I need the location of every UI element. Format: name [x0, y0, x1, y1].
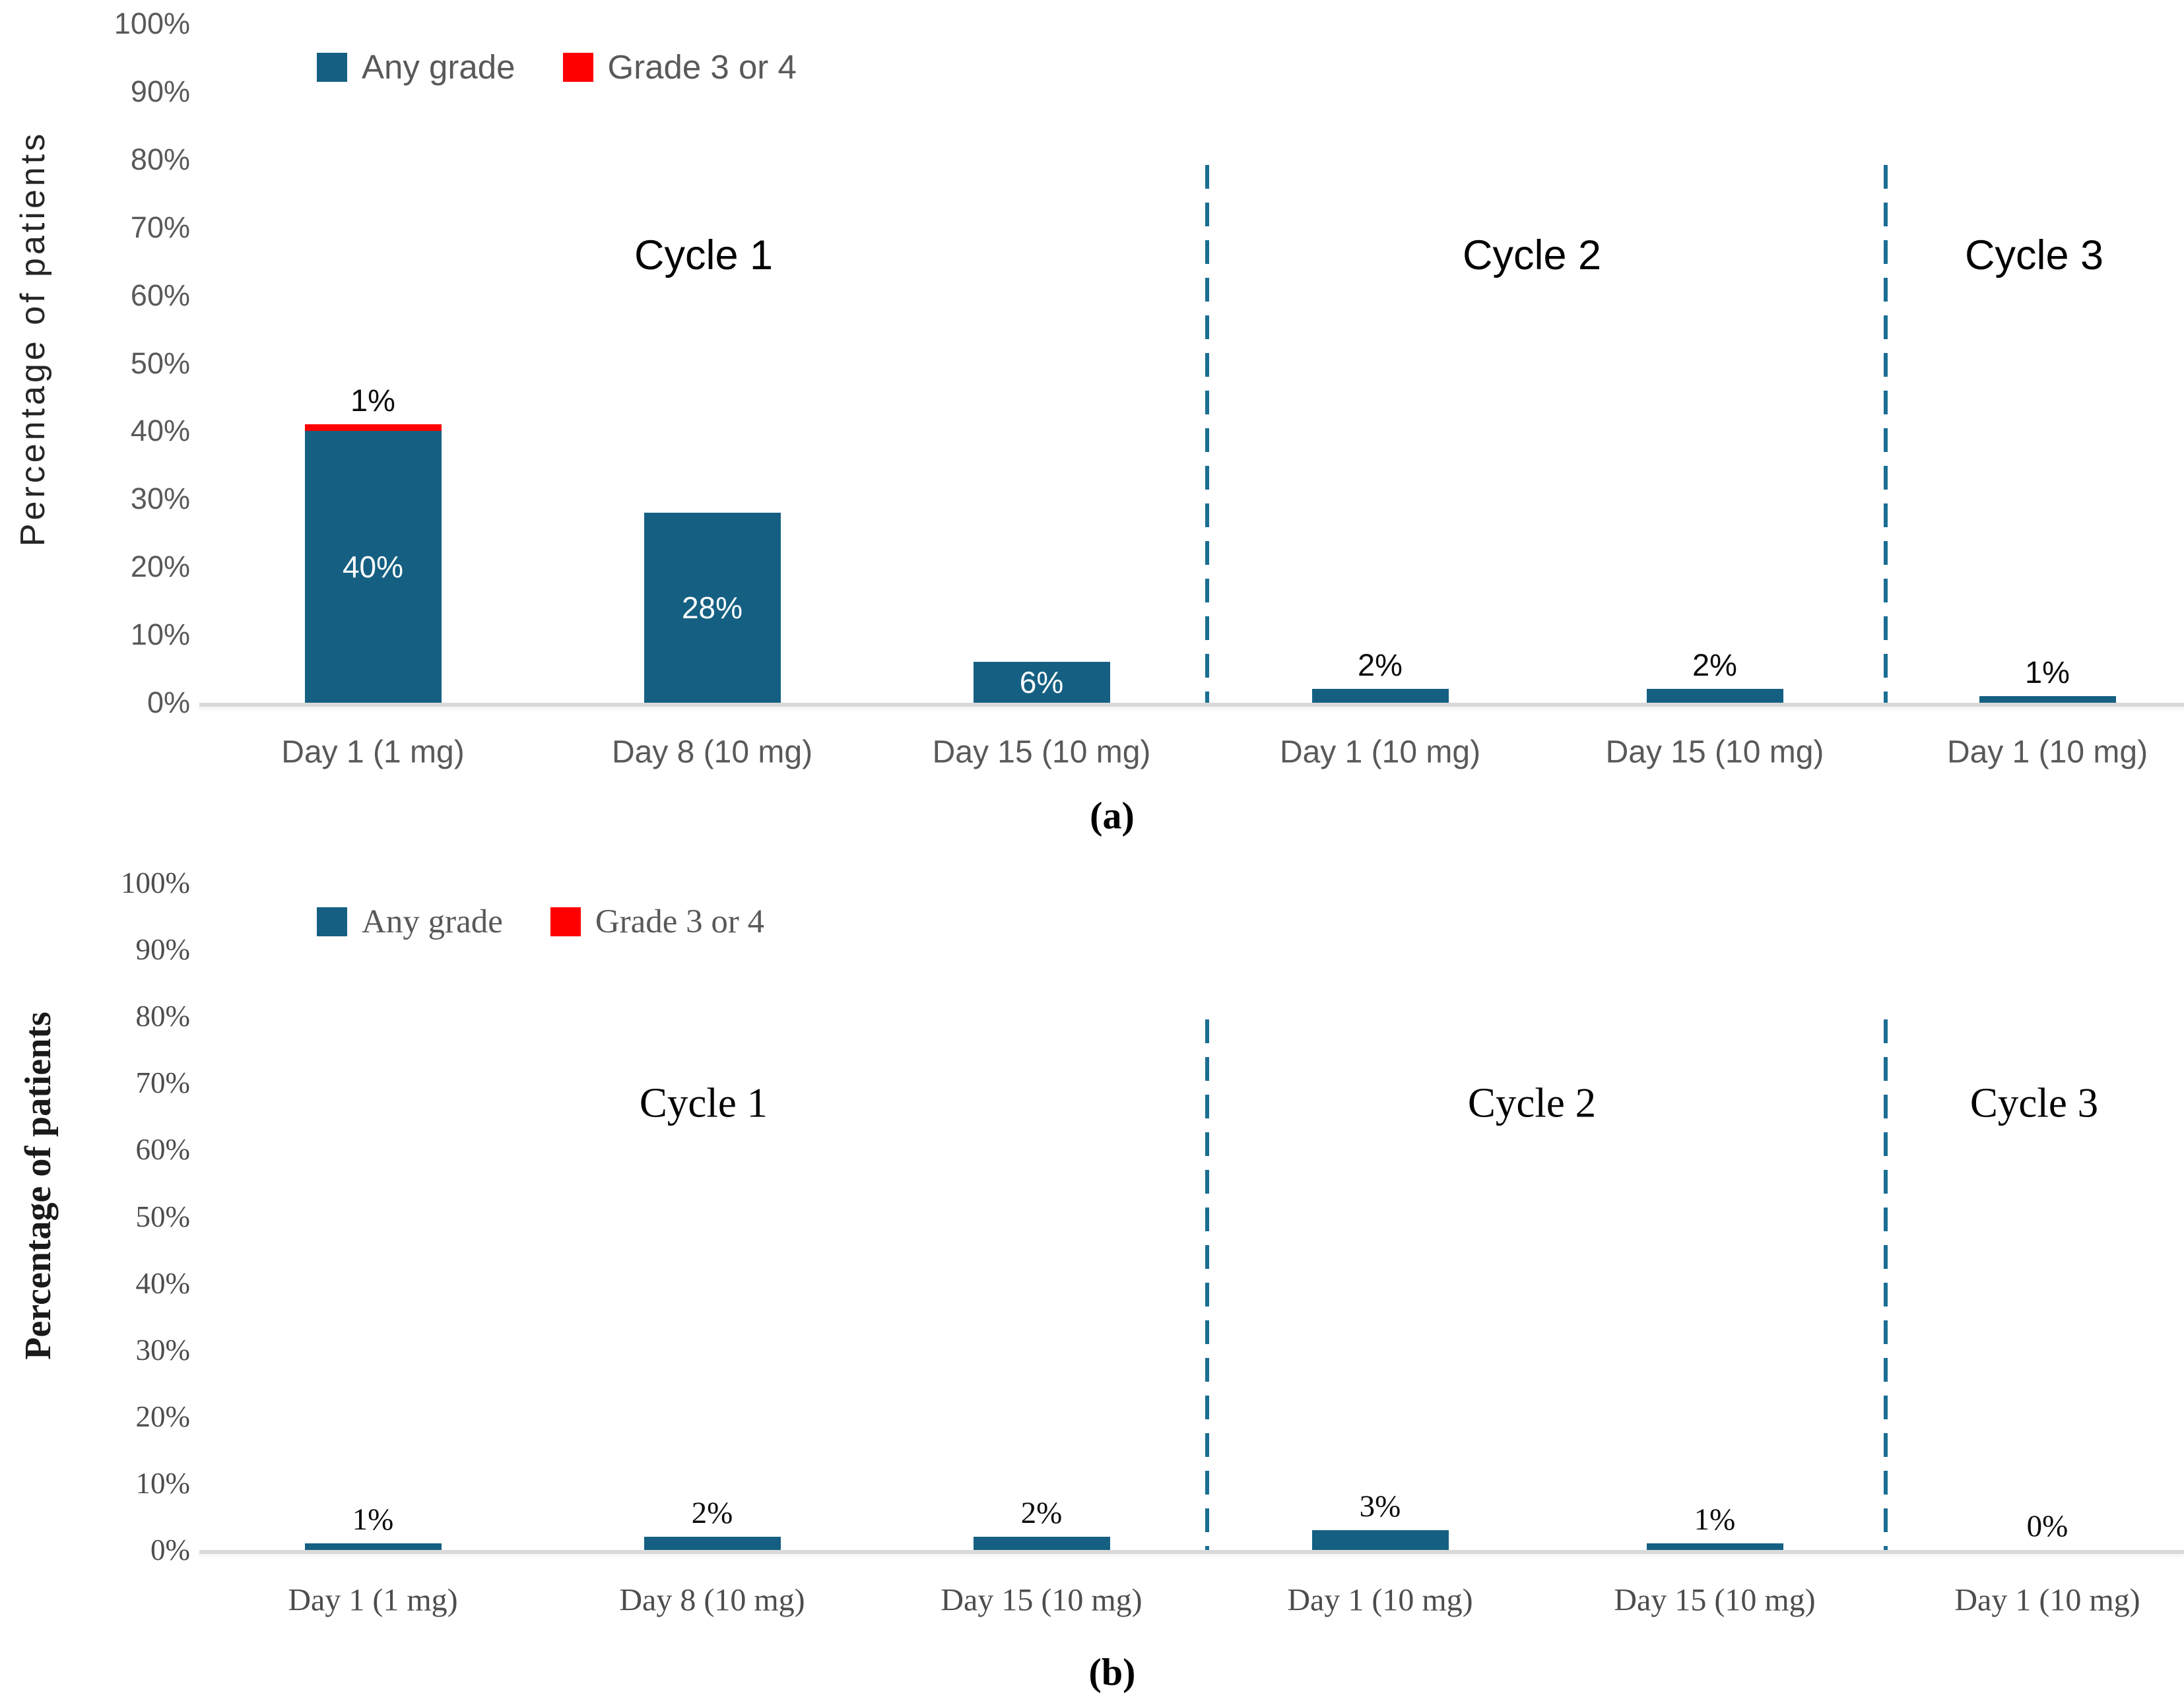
bar-any-grade — [1311, 1530, 1449, 1550]
cycle-title: Cycle 2 — [1462, 232, 1602, 278]
legend-label-any-grade: Any grade — [362, 903, 503, 940]
x-axis-baseline — [199, 703, 2184, 707]
bar-value-label: 1% — [352, 1502, 394, 1537]
legend-label-any-grade: Any grade — [362, 48, 515, 86]
bar-value-label: 2% — [1020, 1496, 1063, 1530]
cycle-title: Cycle 1 — [639, 1079, 768, 1126]
y-tick-label: 70% — [130, 210, 190, 244]
bar-any-grade — [973, 1537, 1110, 1550]
y-tick-label: 30% — [135, 1333, 191, 1367]
bar-value-label: 6% — [1019, 665, 1064, 699]
legend-label-grade-3-4: Grade 3 or 4 — [607, 48, 797, 86]
y-tick-label: 0% — [150, 1533, 190, 1566]
y-tick-label: 70% — [135, 1066, 191, 1100]
legend-item-grade-3-4: Grade 3 or 4 — [562, 48, 797, 86]
bar-value-label: 1% — [1694, 1502, 1736, 1537]
legend-item-any-grade: Any grade — [317, 903, 503, 941]
x-category-label: Day 15 (10 mg) — [1614, 1582, 1816, 1618]
legend: Any grade Grade 3 or 4 — [317, 48, 797, 86]
legend-label-grade-3-4: Grade 3 or 4 — [595, 903, 765, 940]
y-tick-label: 40% — [130, 414, 190, 448]
x-category-label: Day 15 (10 mg) — [941, 1582, 1142, 1618]
bar-any-grade — [644, 1537, 781, 1550]
y-tick-label: 80% — [135, 1000, 191, 1033]
y-tick-label: 100% — [114, 7, 190, 40]
y-tick-label: 50% — [135, 1200, 191, 1233]
x-category-label: Day 1 (1 mg) — [281, 734, 465, 770]
y-tick-label: 60% — [130, 278, 190, 312]
legend: Any grade Grade 3 or 4 — [317, 903, 764, 941]
x-category-label: Day 1 (10 mg) — [1954, 1582, 2140, 1618]
bar-value-label: 1% — [2025, 655, 2070, 690]
bar-any-grade — [1979, 696, 2116, 703]
cycle-separator — [1205, 165, 1209, 703]
x-category-label: Day 15 (10 mg) — [1605, 734, 1824, 770]
bar-value-label: 2% — [691, 1496, 733, 1530]
y-tick-label: 20% — [135, 1400, 191, 1433]
y-tick-label: 10% — [130, 618, 190, 652]
panel-caption: (a) — [1090, 794, 1135, 837]
legend-swatch-any-grade-icon — [317, 52, 347, 82]
legend-item-any-grade: Any grade — [317, 48, 515, 86]
bar-any-grade — [1646, 1543, 1783, 1550]
y-tick-label: 90% — [130, 74, 190, 108]
bar-value-label: 1% — [350, 383, 395, 418]
cycle-title: Cycle 3 — [1964, 232, 2104, 278]
cycle-title: Cycle 1 — [634, 232, 774, 278]
y-tick-label: 100% — [121, 866, 190, 899]
x-category-label: Day 1 (1 mg) — [288, 1582, 458, 1618]
x-category-label: Day 1 (10 mg) — [1946, 734, 2148, 770]
x-axis-baseline — [199, 1550, 2184, 1554]
x-category-label: Day 8 (10 mg) — [611, 734, 813, 770]
bar-any-grade — [304, 1543, 442, 1550]
y-tick-label: 80% — [130, 142, 190, 176]
x-category-label: Day 8 (10 mg) — [619, 1582, 805, 1618]
panel-a: Percentage of patients Any grade Grade 3… — [0, 0, 2184, 851]
panel-caption: (b) — [1088, 1650, 1136, 1694]
y-tick-label: 10% — [135, 1466, 191, 1500]
legend-item-grade-3-4: Grade 3 or 4 — [550, 903, 764, 941]
y-tick-label: 90% — [135, 933, 191, 967]
cycle-title: Cycle 2 — [1467, 1079, 1597, 1126]
y-tick-label: 30% — [130, 482, 190, 516]
x-category-label: Day 15 (10 mg) — [932, 734, 1151, 770]
cycle-title: Cycle 3 — [1969, 1079, 2099, 1126]
bar-value-label: 3% — [1359, 1489, 1401, 1524]
bar-value-label: 2% — [1358, 647, 1403, 682]
bar-any-grade — [1646, 689, 1783, 703]
y-tick-label: 20% — [130, 550, 190, 584]
bar-value-label: 28% — [681, 591, 743, 625]
y-axis-title: Percentage of patients — [14, 130, 52, 547]
cycle-separator — [1884, 165, 1888, 703]
bar-any-grade — [304, 431, 442, 703]
x-category-label: Day 1 (10 mg) — [1279, 734, 1481, 770]
bar-value-label: 0% — [2026, 1509, 2068, 1543]
y-tick-label: 0% — [147, 686, 190, 719]
bar-value-label: 40% — [342, 550, 404, 584]
legend-swatch-grade-3-4-icon — [550, 907, 581, 936]
bar-grade-3-4 — [304, 424, 442, 431]
cycle-separator — [1205, 1019, 1209, 1550]
legend-swatch-grade-3-4-icon — [562, 52, 593, 82]
cycle-separator — [1884, 1019, 1888, 1550]
y-axis-title: Percentage of patients — [18, 1012, 59, 1360]
y-tick-label: 40% — [135, 1266, 191, 1300]
bar-any-grade — [644, 513, 781, 703]
y-tick-label: 60% — [135, 1133, 191, 1167]
x-category-label: Day 1 (10 mg) — [1287, 1582, 1473, 1618]
y-tick-label: 50% — [130, 346, 190, 380]
panel-b: Percentage of patients Any grade Grade 3… — [0, 851, 2184, 1707]
bar-value-label: 2% — [1692, 647, 1737, 682]
legend-swatch-any-grade-icon — [317, 907, 347, 936]
bar-any-grade — [1311, 689, 1449, 703]
bar-any-grade — [973, 662, 1110, 703]
